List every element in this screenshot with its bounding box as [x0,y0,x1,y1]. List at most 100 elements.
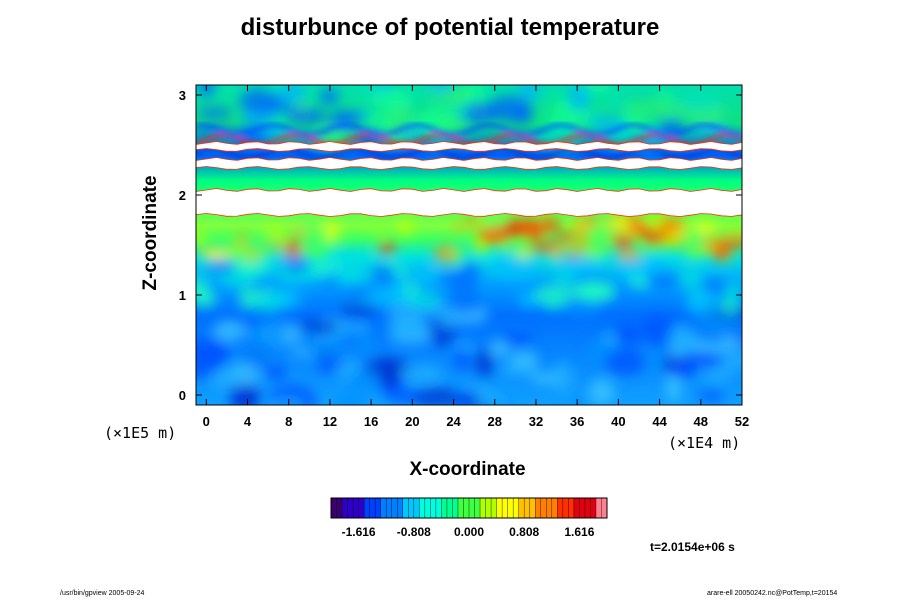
field-blob [720,221,742,237]
hot-spot [622,231,635,238]
field-blob [196,107,233,119]
field-blob [567,85,591,113]
field-blob [196,231,207,246]
field-blob [319,88,340,105]
field-blob [701,236,727,251]
field-blob [324,222,340,242]
hot-spot [674,235,686,244]
field-blob [474,348,495,378]
x-tick-label: 8 [285,414,292,429]
field-blob [291,228,308,237]
x-tick-label: 20 [405,414,419,429]
field-blob [452,222,467,230]
hot-spot [545,240,562,247]
colorbar-cell [546,498,553,518]
field-blob [437,308,458,329]
white-band [196,141,742,152]
field-blob [633,247,651,255]
field-blob [363,218,378,228]
colorbar-cell [579,498,586,518]
field-blob [285,108,327,125]
field-blob [677,350,725,370]
field-blob [588,378,615,405]
field-blob [675,92,724,113]
field-blob [486,217,502,230]
field-blob [717,335,742,351]
field-blob [448,271,478,298]
colorbar-cell [562,498,569,518]
hot-spot [527,236,544,241]
field-blob [266,399,306,405]
field-blob [196,344,228,367]
colorbar-tick-label: 0.808 [509,525,539,539]
colorbar-cell [369,498,376,518]
field-blob [263,225,282,232]
x-tick-label: 24 [446,414,461,429]
x-axis-unit: (×1E4 m) [668,434,741,452]
y-tick-label: 0 [179,388,186,403]
x-tick-label: 0 [203,414,210,429]
field-blob [250,317,288,348]
field-blob [300,241,320,252]
field-blob [656,105,691,116]
colorbar-cell [358,498,365,518]
field-blob [489,339,511,358]
colorbar-cell [518,498,525,518]
colorbar-cell [331,498,338,518]
field-blob [197,85,215,98]
field-blob [569,397,595,405]
field-blob [501,244,513,253]
colorbar-tick-label: 0.000 [454,525,484,539]
colorbar-cell [430,498,437,518]
field-blob [614,256,653,278]
field-blob [196,277,210,301]
x-tick-label: 32 [529,414,543,429]
field-blob [277,85,306,104]
colorbar-cell [342,498,349,518]
field-blob [696,221,716,235]
colorbar-cell [513,498,520,518]
field-blob [498,364,538,377]
hot-spot [562,232,573,241]
field-blob [516,242,529,260]
colorbar-cell [446,498,453,518]
colorbar-cell [601,498,608,518]
plot-frame [195,84,743,406]
hot-spot [542,220,561,232]
field-blob [696,390,726,402]
field-blob [326,269,347,280]
hot-spot [636,228,651,237]
field-blob [397,218,414,237]
hot-spot [672,219,685,229]
field-blob [330,110,363,126]
field-blob [659,236,678,243]
field-blob [488,95,532,123]
field-blob [614,214,626,232]
hot-spot [509,226,527,234]
y-tick-label: 3 [179,88,186,103]
colorbar-cell [584,498,591,518]
field-blob [371,263,397,289]
field-blob [594,225,609,233]
x-axis-label: X-coordinate [409,459,526,480]
field-blob [438,117,468,130]
colorbar-cell [452,498,459,518]
colorbar-cell [457,498,464,518]
colorbar-cell [463,498,470,518]
colorbar-cell [573,498,580,518]
colorbar-cell [535,498,542,518]
field-blob [668,363,694,378]
field-blob [414,265,439,283]
colorbar-tick-label: -0.808 [397,525,431,539]
colorbar-cell [441,498,448,518]
colorbar-cell [424,498,431,518]
field-blob [603,96,629,107]
field-blob [644,271,683,289]
colorbar-cell [496,498,503,518]
colorbar-cell [469,498,476,518]
colorbar-cell [435,498,442,518]
field-blob [698,317,742,333]
x-tick-label: 36 [570,414,584,429]
field-blob [226,243,257,263]
